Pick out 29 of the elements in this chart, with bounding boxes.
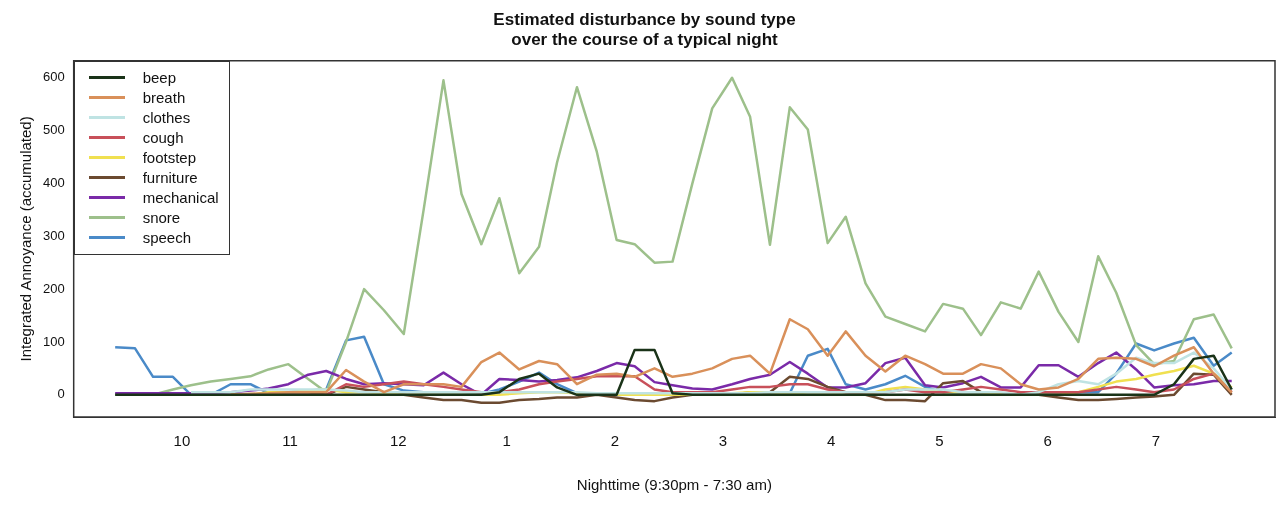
x-tick-label: 5 <box>935 432 944 450</box>
chart-title: Estimated disturbance by sound type over the course of a typical night <box>493 9 796 50</box>
y-axis-title: Integrated Annoyance (accumulated) <box>17 116 35 362</box>
legend-label: beep <box>142 67 177 88</box>
x-tick-label: 3 <box>718 432 728 450</box>
y-tick-label: 100 <box>42 333 65 349</box>
x-tick-label: 6 <box>1043 432 1052 450</box>
x-tick-label: 10 <box>173 432 191 450</box>
x-axis-title: Nighttime (9:30pm - 7:30 am) <box>576 476 772 494</box>
y-tick-label: 200 <box>42 280 65 296</box>
y-tick-label: 0 <box>57 386 65 402</box>
y-tick-label: 300 <box>42 227 65 243</box>
y-tick-label: 400 <box>42 174 65 190</box>
legend-label: breath <box>142 87 186 108</box>
x-tick-label: 4 <box>827 432 836 450</box>
legend-label: footstep <box>142 147 197 168</box>
x-tick-label: 2 <box>610 432 619 450</box>
legend-label: mechanical <box>142 187 219 208</box>
legend-label: speech <box>142 227 192 248</box>
legend-label: snore <box>142 207 181 228</box>
x-tick-label: 11 <box>282 432 298 450</box>
x-tick-label: 1 <box>502 432 511 450</box>
legend-label: furniture <box>142 167 198 188</box>
legend-label: clothes <box>142 107 191 128</box>
x-tick-label: 12 <box>390 432 407 450</box>
y-tick-label: 600 <box>42 69 65 85</box>
legend-label: cough <box>142 127 184 148</box>
y-tick-label: 500 <box>42 122 65 138</box>
x-tick-label: 7 <box>1151 432 1161 450</box>
